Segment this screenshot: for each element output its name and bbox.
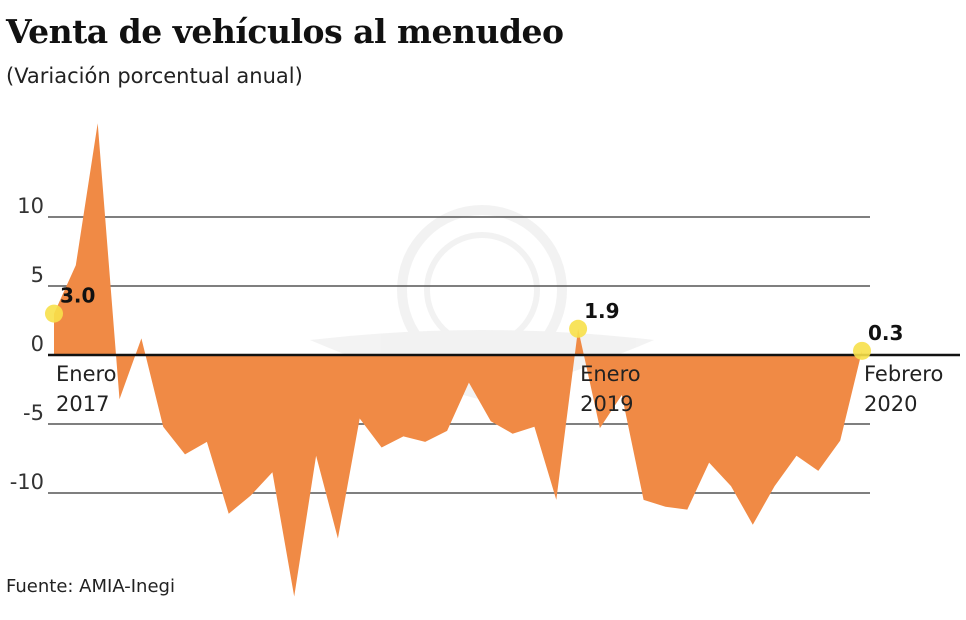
x-annotation-month: Enero [580, 362, 641, 386]
y-tick-label: 5 [31, 263, 44, 287]
annotation-marker [569, 319, 588, 338]
x-annotation-year: 2017 [56, 392, 109, 416]
x-annotation-year: 2019 [580, 392, 633, 416]
area-series [54, 123, 862, 597]
y-tick-label: 10 [17, 194, 44, 218]
y-tick-label: -5 [23, 401, 44, 425]
annotation-value: 1.9 [584, 299, 619, 323]
x-annotation-month: Enero [56, 362, 117, 386]
y-axis-ticks: 10 5 0 -5 -10 [10, 194, 44, 494]
chart-subtitle: (Variación porcentual anual) [6, 64, 303, 88]
annotations: 3.0 Enero 2017 1.9 Enero 2019 0.3 Febrero 2020 [45, 284, 943, 416]
x-annotation-year: 2020 [864, 392, 917, 416]
source-note: Fuente: AMIA-Inegi [6, 576, 175, 597]
annotation-value: 0.3 [868, 321, 903, 345]
y-tick-label: -10 [10, 470, 44, 494]
y-tick-label: 0 [31, 332, 44, 356]
chart-title: Venta de vehículos al menudeo [6, 12, 564, 51]
annotation-marker [45, 304, 63, 323]
annotation-marker [853, 341, 871, 360]
x-annotation-month: Febrero [864, 362, 943, 386]
annotation-value: 3.0 [60, 284, 95, 308]
